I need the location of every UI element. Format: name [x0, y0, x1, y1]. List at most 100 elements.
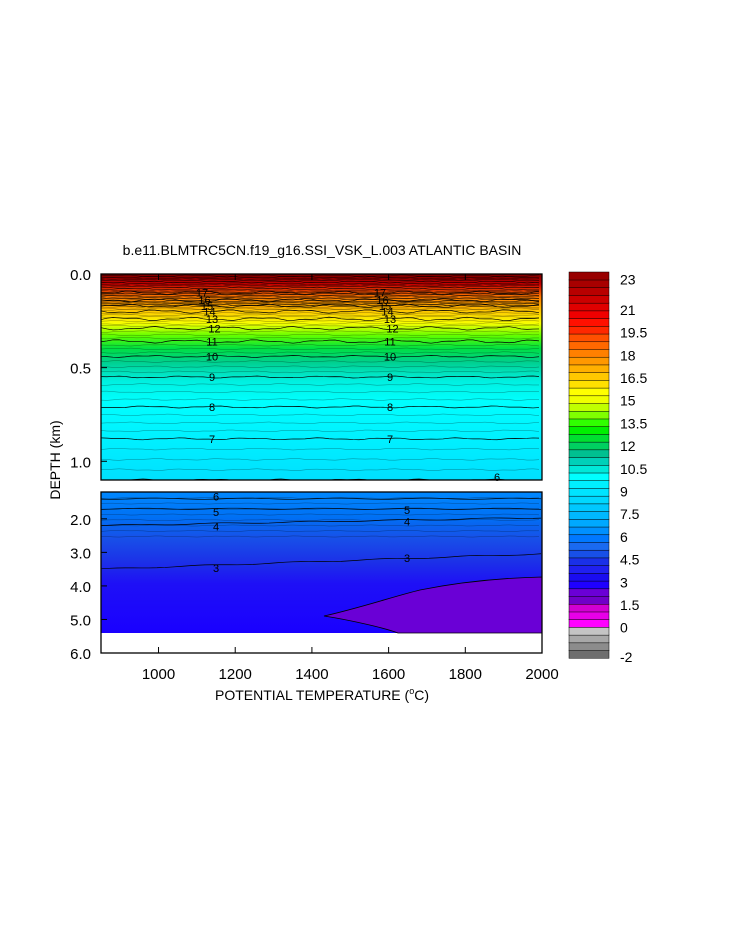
upper-minor-contour — [101, 398, 540, 401]
x-axis-title-unit: C) — [414, 687, 429, 703]
lower-minor-contour — [101, 524, 540, 527]
contour-label-17: 17 — [196, 288, 208, 300]
chart-title: b.e11.BLMTRC5CN.f19_g16.SSI_VSK_L.003 AT… — [123, 242, 522, 258]
colorbar-cell — [568, 526, 610, 536]
upper-minor-contour — [101, 448, 540, 451]
colorbar-cell — [568, 341, 610, 350]
lower-contour-lines — [101, 497, 542, 570]
colorbar-label: 12 — [620, 438, 636, 454]
lower-panel-coldest-region — [323, 576, 543, 634]
contour-label-8: 8 — [209, 402, 215, 414]
colorbar-cell — [568, 511, 610, 520]
x-axis: 1000 1200 1400 1600 1800 2000 — [142, 274, 559, 683]
colorbar-cell — [568, 580, 610, 590]
lower-contour-labels: 65 54 433 — [213, 492, 410, 575]
contour-label-13: 13 — [206, 314, 218, 326]
upper-contour-line-15 — [101, 303, 540, 308]
upper-minor-contour — [101, 316, 540, 319]
upper-minor-contour — [101, 390, 540, 394]
contour-label-16: 16 — [198, 295, 210, 307]
contour-label-8: 8 — [387, 402, 393, 414]
colorbar-cell — [568, 302, 610, 312]
colorbar-cell — [568, 294, 610, 304]
y-tick-label: 3.0 — [70, 545, 91, 562]
upper-minor-contour — [101, 365, 540, 368]
y-tick-label: 0.0 — [70, 267, 91, 284]
y-tick-label: 6.0 — [70, 646, 91, 663]
colorbar-cell — [568, 310, 610, 319]
upper-minor-contour — [101, 312, 540, 315]
colorbar-label: 3 — [620, 574, 628, 590]
x-tick-label: 1800 — [449, 666, 482, 683]
colorbar-cell — [568, 279, 610, 288]
colorbar-label: 21 — [620, 302, 636, 318]
upper-minor-contour — [101, 324, 540, 328]
colorbar-cell — [568, 480, 610, 489]
upper-minor-contour — [101, 458, 540, 461]
y-axis-upper: 0.0 0.5 1.0 — [70, 267, 107, 471]
colorbar-cell — [568, 318, 610, 327]
upper-surface-contour — [101, 290, 540, 293]
colorbar-cell — [568, 619, 610, 628]
colorbar-cell — [568, 603, 610, 613]
colorbar-label: 0 — [620, 620, 628, 636]
upper-contour-line-10 — [101, 355, 540, 358]
upper-minor-contour — [101, 330, 540, 333]
colorbar-cell — [568, 487, 610, 497]
colorbar-labels: 23 21 19.5 18 16.5 15 13.5 12 10.5 9 7.5 6 4.5 3 1.5 0 -… — [620, 272, 647, 665]
upper-minor-contour — [101, 303, 540, 306]
colorbar-label: 15 — [620, 393, 636, 409]
lower-minor-contour — [101, 508, 540, 510]
upper-surface-contour — [101, 288, 540, 292]
colorbar: 23 21 19.5 18 16.5 15 13.5 12 10.5 9 7.5 6 4.5 3 1.5 0 -… — [568, 271, 647, 665]
contour-label-4: 4 — [404, 517, 410, 529]
colorbar-label: 6 — [620, 529, 628, 545]
upper-minor-contour — [101, 370, 540, 373]
contour-label-6: 6 — [213, 492, 219, 504]
contour-label-3: 3 — [213, 563, 219, 575]
upper-minor-contour — [101, 383, 539, 386]
colorbar-label: 1.5 — [620, 597, 640, 613]
colorbar-label: 13.5 — [620, 415, 647, 431]
y-tick-label: 1.0 — [70, 454, 91, 471]
lower-minor-contour — [101, 497, 540, 499]
upper-contour-line-8 — [101, 405, 540, 409]
x-tick-label: 1000 — [142, 666, 175, 683]
contour-label-7: 7 — [209, 434, 215, 446]
colorbar-cell — [568, 634, 610, 644]
upper-minor-contour — [101, 320, 540, 323]
upper-contour-line-17 — [101, 290, 540, 295]
colorbar-label: 19.5 — [620, 325, 647, 341]
colorbar-cell — [568, 557, 610, 566]
lower-panel: 65 54 433 — [100, 491, 543, 654]
upper-contour-line-9 — [101, 375, 540, 379]
upper-surface-contour — [101, 296, 540, 300]
colorbar-cell — [568, 541, 610, 551]
y-axis-lower: 2.0 3.0 4.0 5.0 6.0 — [70, 512, 107, 663]
contour-label-5: 5 — [213, 507, 219, 519]
upper-surface-contour — [101, 284, 540, 288]
colorbar-cell — [568, 503, 610, 512]
upper-panel-frame — [100, 273, 543, 481]
colorbar-cell — [568, 402, 610, 412]
colorbar-cell — [568, 441, 610, 451]
x-axis-title-main: POTENTIAL TEMPERATURE ( — [215, 687, 410, 703]
upper-minor-contour — [101, 347, 540, 350]
lower-minor-contour — [101, 530, 540, 532]
colorbar-cell — [568, 457, 610, 466]
x-axis-title: POTENTIAL TEMPERATURE (oC) — [215, 686, 429, 703]
contour-label-10: 10 — [384, 351, 396, 363]
lower-minor-contour — [101, 513, 540, 516]
colorbar-cell — [568, 379, 610, 389]
colorbar-cell — [568, 534, 610, 543]
colorbar-cell — [568, 333, 610, 343]
colorbar-label: 9 — [620, 483, 628, 499]
x-tick-label: 1600 — [372, 666, 405, 683]
colorbar-cells — [568, 271, 610, 659]
colorbar-cell — [568, 426, 610, 435]
colorbar-label: 10.5 — [620, 461, 647, 477]
colorbar-cell — [568, 549, 610, 559]
upper-minor-contour — [101, 308, 540, 312]
